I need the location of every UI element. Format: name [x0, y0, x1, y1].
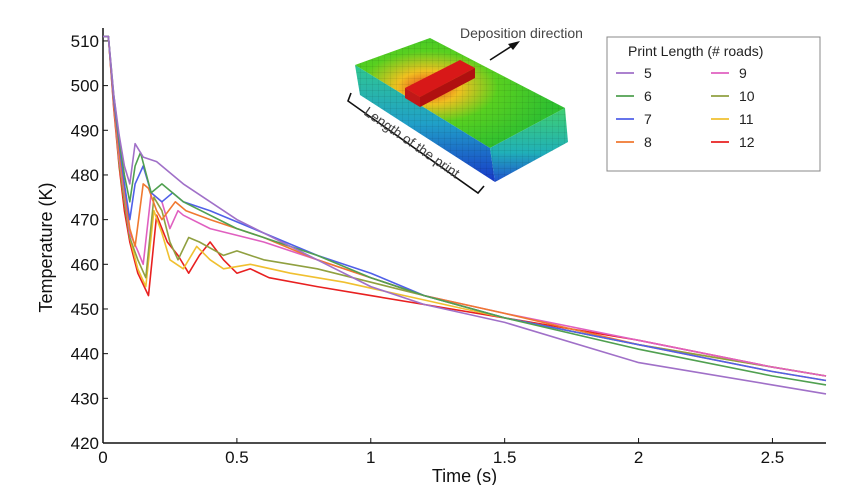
y-axis-title: Temperature (K): [36, 182, 56, 312]
active-road: [405, 60, 475, 97]
x-tick-label: 2.5: [761, 448, 785, 467]
legend-label-5: 5: [644, 65, 652, 81]
y-tick-label: 470: [71, 211, 99, 230]
y-tick-label: 460: [71, 255, 99, 274]
y-tick-label: 500: [71, 77, 99, 96]
legend-label-8: 8: [644, 134, 652, 150]
length-bracket: [347, 92, 485, 195]
y-tick-label: 420: [71, 434, 99, 453]
series-line-5: [103, 35, 827, 395]
legend-label-9: 9: [739, 65, 747, 81]
y-tick-label: 490: [71, 121, 99, 140]
legend-label-10: 10: [739, 88, 755, 104]
legend-box: [606, 36, 821, 172]
x-axis-title: Time (s): [432, 466, 497, 485]
print-model-illustration: Deposition direction Length of the print: [347, 25, 583, 195]
x-tick-label: 1.5: [493, 448, 517, 467]
x-tick-label: 2: [634, 448, 643, 467]
series-layer: [103, 35, 827, 395]
y-tick-label: 450: [71, 300, 99, 319]
legend-label-12: 12: [739, 134, 755, 150]
x-tick-label: 0: [98, 448, 107, 467]
y-tick-label: 480: [71, 166, 99, 185]
series-line-8: [103, 35, 827, 382]
x-tick-label: 0.5: [225, 448, 249, 467]
y-tick-label: 440: [71, 345, 99, 364]
legend-label-7: 7: [644, 111, 652, 127]
legend-label-11: 11: [739, 111, 754, 127]
legend-label-6: 6: [644, 88, 652, 104]
y-tick-label: 510: [71, 32, 99, 51]
x-tick-label: 1: [366, 448, 375, 467]
legend-title: Print Length (# roads): [628, 43, 763, 59]
legend: Print Length (# roads) 5 6 7 8 9 10 11 12: [606, 36, 821, 172]
deposition-label: Deposition direction: [460, 25, 583, 41]
y-tick-label: 430: [71, 389, 99, 408]
